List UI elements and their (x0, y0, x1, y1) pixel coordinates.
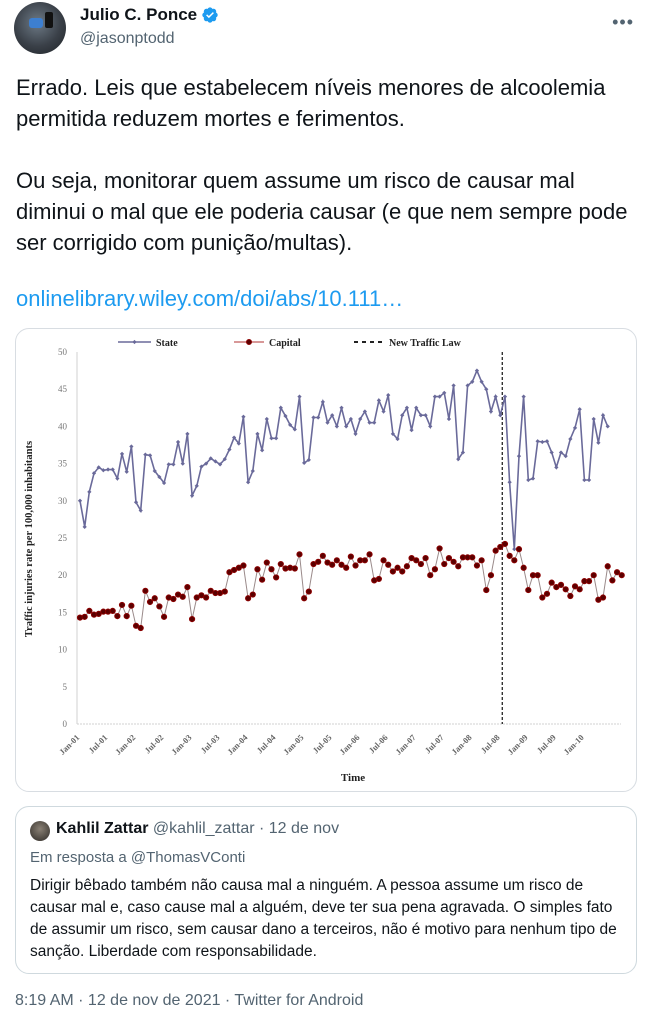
more-options-icon[interactable]: ••• (612, 12, 634, 32)
y-tick-label: 45 (58, 384, 68, 394)
x-tick-label: Jul-08 (479, 732, 502, 755)
x-tick-label: Jan-10 (561, 732, 585, 756)
x-tick-label: Jan-08 (449, 732, 473, 756)
x-tick-label: Jan-03 (169, 732, 193, 756)
quoted-separator: · (259, 820, 265, 837)
y-tick-label: 15 (58, 607, 68, 617)
y-tick-label: 10 (58, 645, 68, 655)
y-tick-label: 35 (58, 459, 68, 469)
tweet-header: Julio C. Ponce @jasonptodd ••• (0, 0, 652, 60)
quoted-date: 12 de nov (268, 820, 340, 837)
x-tick-label: Jul-03 (198, 732, 221, 755)
x-tick-label: Jul-02 (142, 732, 165, 755)
quoted-reply-to: Em resposta a @ThomasVConti (30, 849, 246, 866)
x-tick-label: Jul-06 (367, 732, 390, 755)
legend-state: State (156, 338, 178, 349)
chart-image-card[interactable]: 0 5 10 15 20 25 30 35 40 45 50 Jan-01 Jul-01 Jan-02 Ju… (15, 328, 637, 792)
x-tick-label: Jul-05 (310, 732, 333, 755)
series-markers-capital (76, 540, 625, 632)
verified-badge-icon (202, 7, 218, 23)
x-tick-label: Jul-01 (86, 732, 109, 755)
tweet-timestamp-source[interactable]: 8:19 AM · 12 de nov de 2021 · Twitter fo… (15, 992, 364, 1009)
x-tick-label: Jan-02 (113, 732, 137, 756)
series-line-state (79, 368, 609, 550)
author-name[interactable]: Julio C. Ponce (80, 5, 198, 24)
x-tick-label: Jan-07 (393, 732, 418, 757)
y-tick-label: 25 (58, 533, 68, 543)
tweet-text: Errado. Leis que estabelecem níveis meno… (16, 72, 636, 289)
x-tick-label: Jan-09 (505, 732, 529, 756)
chart-legend: State Capital New Traffic Law (118, 338, 462, 349)
y-tick-label: 0 (63, 719, 68, 729)
tweet-paragraph-2: Ou seja, monitorar quem assume um risco … (16, 168, 628, 255)
author-name-row: Julio C. Ponce (80, 5, 219, 25)
avatar-phone-detail (45, 12, 53, 28)
quoted-tweet-header: Kahlil Zattar @kahlil_zattar · 12 de nov (56, 820, 339, 838)
avatar-mask-detail (29, 18, 43, 28)
y-tick-label: 20 (58, 570, 68, 580)
quoted-author-name: Kahlil Zattar (56, 820, 149, 837)
x-tick-label: Jan-04 (225, 732, 250, 757)
legend-new-traffic-law: New Traffic Law (389, 338, 462, 349)
x-tick-label: Jul-04 (254, 732, 278, 756)
tweet-paragraph-1: Errado. Leis que estabelecem níveis meno… (16, 75, 606, 131)
x-tick-label: Jan-01 (57, 732, 81, 756)
author-avatar[interactable] (14, 2, 66, 54)
series-markers-state (77, 368, 610, 552)
x-tick-label: Jan-06 (337, 732, 361, 756)
quoted-author-avatar (30, 821, 50, 841)
y-tick-label: 5 (63, 682, 68, 692)
legend-capital: Capital (269, 338, 301, 349)
x-tick-label: Jul-07 (423, 732, 447, 756)
author-handle[interactable]: @jasonptodd (80, 30, 175, 47)
y-tick-label: 40 (58, 421, 68, 431)
quoted-body: Dirigir bêbado também não causa mal a ni… (30, 877, 617, 960)
x-axis-title: Time (341, 772, 365, 784)
y-axis-title: Traffic injuries rate per 100,000 inhabi… (24, 441, 35, 637)
x-tick-label: Jan-05 (281, 732, 305, 756)
quoted-tweet[interactable]: Kahlil Zattar @kahlil_zattar · 12 de nov… (15, 806, 637, 974)
y-tick-label: 30 (58, 496, 68, 506)
tweet-link[interactable]: onlinelibrary.wiley.com/doi/abs/10.111… (16, 286, 404, 311)
x-tick-label: Jul-09 (535, 732, 558, 755)
quoted-author-handle: @kahlil_zattar (152, 820, 255, 837)
y-tick-label: 50 (58, 347, 68, 357)
